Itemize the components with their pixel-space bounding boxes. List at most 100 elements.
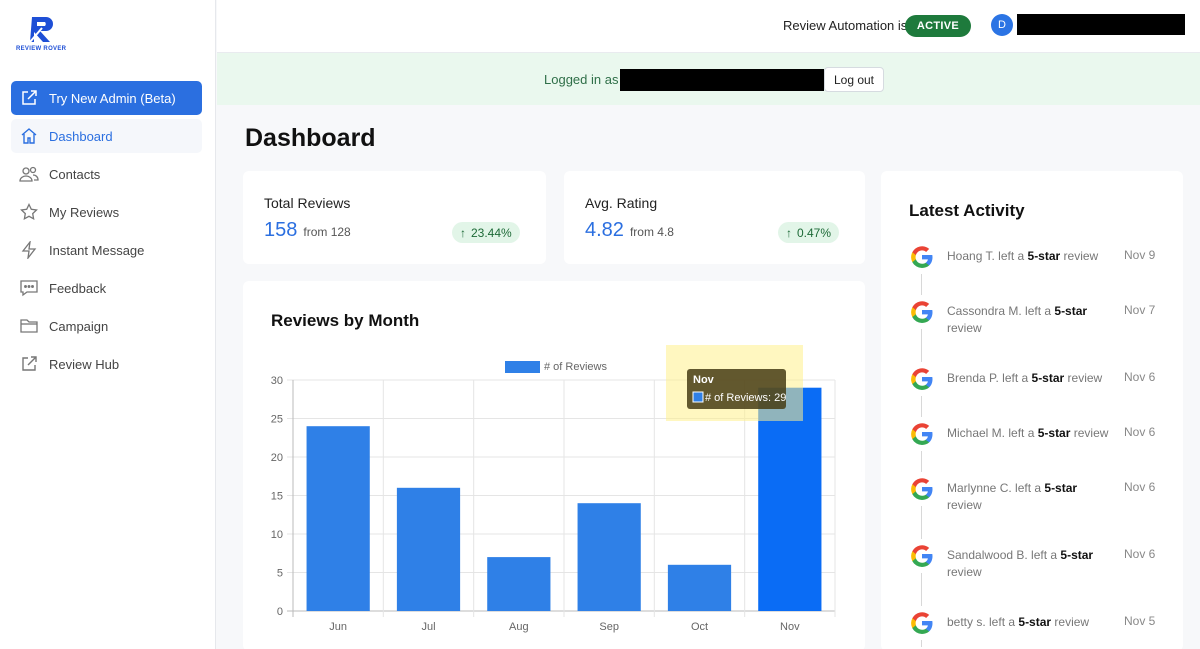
google-icon xyxy=(911,612,933,634)
arrow-up-icon: ↑ xyxy=(460,225,466,240)
activity-text: Sandalwood B. left a 5-star review xyxy=(947,548,1094,579)
sidebar-item-my-reviews[interactable]: My Reviews xyxy=(11,195,202,229)
folder-icon xyxy=(19,316,39,336)
activity-date: Nov 9 xyxy=(1124,248,1156,262)
x-tick-label: Nov xyxy=(780,621,800,633)
bar-oct xyxy=(667,564,732,611)
external-link-icon xyxy=(19,354,39,374)
stat-from: from 128 xyxy=(303,225,351,239)
stat-change-badge: ↑ 23.44% xyxy=(452,222,520,243)
rating-text: 5-star xyxy=(1018,615,1052,629)
sidebar-item-feedback[interactable]: Feedback xyxy=(11,271,202,305)
x-tick-label: Jun xyxy=(329,621,347,633)
sidebar: REVIEW ROVER Try New Admin (Beta) Dashbo… xyxy=(0,0,216,649)
google-icon xyxy=(911,423,933,445)
activity-date: Nov 6 xyxy=(1124,480,1156,494)
timeline-connector xyxy=(921,640,922,647)
bar-nov xyxy=(758,387,822,611)
tooltip-swatch xyxy=(692,391,704,403)
redacted-user-name xyxy=(1017,14,1185,35)
google-icon xyxy=(911,301,933,323)
activity-date: Nov 5 xyxy=(1124,614,1156,628)
timeline-connector xyxy=(921,274,922,295)
logout-button[interactable]: Log out xyxy=(824,67,884,92)
timeline-connector xyxy=(921,506,922,539)
page-title: Dashboard xyxy=(245,124,376,152)
rating-text: 5-star xyxy=(1044,481,1078,495)
activity-date: Nov 7 xyxy=(1124,303,1156,317)
sidebar-item-label: Campaign xyxy=(49,318,109,334)
rating-text: 5-star xyxy=(1027,249,1061,263)
y-tick-label: 15 xyxy=(271,491,283,503)
sidebar-item-label: Dashboard xyxy=(49,128,113,144)
status-badge: ACTIVE xyxy=(905,15,971,37)
activity-text: Brenda P. left a 5-star review xyxy=(947,371,1103,385)
sidebar-item-review-hub[interactable]: Review Hub xyxy=(11,347,202,381)
reviews-bar-chart[interactable]: 0 5 10 15 20 25 30 Jun Jul Aug Sep Oct Nov # of Revie… xyxy=(243,281,865,649)
activity-text: Hoang T. left a 5-star review xyxy=(947,249,1099,263)
timeline-connector xyxy=(921,329,922,362)
automation-status-label: Review Automation is xyxy=(783,18,908,33)
x-tick-label: Jul xyxy=(421,621,435,633)
timeline-connector xyxy=(921,396,922,417)
y-tick-label: 25 xyxy=(271,414,283,426)
sidebar-item-campaign[interactable]: Campaign xyxy=(11,309,202,343)
logged-in-label: Logged in as xyxy=(544,72,619,87)
bar-aug xyxy=(487,557,551,611)
sidebar-item-label: Feedback xyxy=(49,280,107,296)
star-icon xyxy=(19,202,39,222)
sidebar-item-label: My Reviews xyxy=(49,204,120,220)
sidebar-item-label: Review Hub xyxy=(49,356,120,372)
google-icon xyxy=(911,478,933,500)
activity-title: Latest Activity xyxy=(909,201,1025,220)
rating-text: 5-star xyxy=(1060,548,1094,562)
y-tick-label: 0 xyxy=(277,606,283,618)
sidebar-item-instant-message[interactable]: Instant Message xyxy=(11,233,202,267)
sidebar-item-try-new-admin[interactable]: Try New Admin (Beta) xyxy=(11,81,202,115)
activity-text: betty s. left a 5-star review xyxy=(947,615,1090,629)
chat-icon xyxy=(19,278,39,298)
redacted-account-name xyxy=(620,69,824,91)
stat-from: from 4.8 xyxy=(629,225,674,239)
google-icon xyxy=(911,368,933,390)
sidebar-item-label: Instant Message xyxy=(49,242,145,258)
sidebar-nav: Try New Admin (Beta) Dashboard Contacts … xyxy=(11,81,202,385)
home-icon xyxy=(19,126,39,146)
rating-text: 5-star xyxy=(1054,304,1088,318)
avatar[interactable]: D xyxy=(991,14,1013,36)
sidebar-item-contacts[interactable]: Contacts xyxy=(11,157,202,191)
external-link-icon xyxy=(19,88,39,108)
review-rover-logo[interactable]: REVIEW ROVER xyxy=(16,14,72,58)
stat-label: Total Reviews xyxy=(264,195,351,211)
activity-date: Nov 6 xyxy=(1124,547,1156,561)
y-tick-label: 10 xyxy=(271,529,283,541)
bar-sep xyxy=(577,503,641,611)
reviews-by-month-card: Reviews by Month 0 5 10 15 20 25 30 Jun Jul Aug Se… xyxy=(243,281,865,649)
tooltip-label: # of Reviews: 29 xyxy=(705,392,786,404)
activity-text: Marlynne C. left a 5-star review xyxy=(947,481,1078,512)
chart-title: Reviews by Month xyxy=(271,311,420,330)
timeline-connector xyxy=(921,573,922,606)
rating-text: 5-star xyxy=(1037,426,1071,440)
bar-jul xyxy=(396,487,461,611)
x-tick-label: Oct xyxy=(691,621,708,633)
x-tick-label: Sep xyxy=(599,621,619,633)
sidebar-item-label: Try New Admin (Beta) xyxy=(49,90,176,106)
logged-in-banner: Logged in as Log out xyxy=(217,53,1200,105)
sidebar-item-label: Contacts xyxy=(49,166,101,182)
stat-value: 4.82 from 4.8 xyxy=(585,219,674,241)
google-icon xyxy=(911,246,933,268)
sidebar-item-dashboard[interactable]: Dashboard xyxy=(11,119,202,153)
timeline-connector xyxy=(921,451,922,472)
lightning-icon xyxy=(19,240,39,260)
stat-label: Avg. Rating xyxy=(585,195,658,211)
logo-mark-icon xyxy=(29,17,53,43)
avg-rating-card: Avg. Rating 4.82 from 4.8 ↑ 0.47% xyxy=(564,171,865,264)
x-tick-label: Aug xyxy=(509,621,529,633)
total-reviews-card: Total Reviews 158 from 128 ↑ 23.44% xyxy=(243,171,546,264)
tooltip xyxy=(687,369,786,409)
tooltip-title: Nov xyxy=(693,374,715,386)
arrow-up-icon: ↑ xyxy=(786,225,792,240)
activity-date: Nov 6 xyxy=(1124,370,1156,384)
google-icon xyxy=(911,545,933,567)
